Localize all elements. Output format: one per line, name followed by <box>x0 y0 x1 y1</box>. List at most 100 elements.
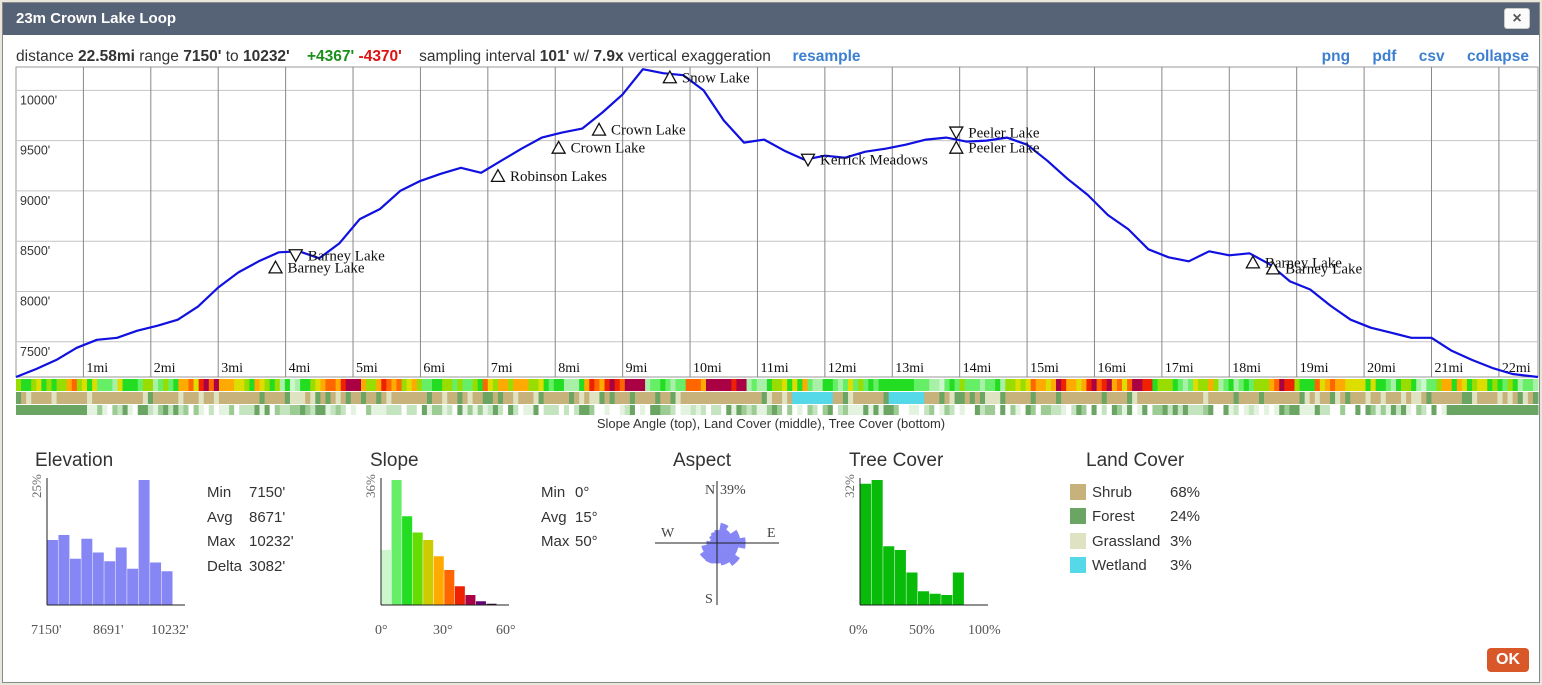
stat-key: Avg <box>207 508 233 526</box>
land-cover-strip-cell <box>208 392 215 404</box>
land-cover-strip-cell <box>741 392 748 404</box>
tree-cover-strip-cell <box>822 405 829 415</box>
slope-strip-cell <box>858 379 864 391</box>
x-tick-label: 15mi <box>1030 361 1059 376</box>
slope-strip-cell <box>903 379 910 391</box>
slope-strip-cell <box>1340 379 1346 391</box>
tree-cover-strip-cell <box>604 405 611 415</box>
ok-button[interactable]: OK <box>1487 648 1529 672</box>
stat-row-min: Min 0° <box>541 481 598 506</box>
elevation-profile-chart[interactable]: 10000' 9500' 9000' 8500' 8000' 7500' 1mi 2mi 3mi… <box>3 3 1541 423</box>
tree-cover-strip-cell <box>614 405 621 415</box>
tree-cover-strip-cell <box>1238 405 1245 415</box>
land-cover-strip-cell <box>87 392 93 404</box>
land-cover-strip-cell <box>254 392 261 404</box>
tree-cover-strip-cell <box>1187 405 1194 415</box>
slope-strip-cell <box>269 379 276 391</box>
land-cover-strip-cell <box>1299 392 1306 404</box>
resample-link[interactable]: resample <box>792 48 861 65</box>
land-cover-strip-cell <box>1198 392 1204 404</box>
tree-cover-strip-cell <box>112 405 118 415</box>
land-cover-strip-cell <box>1304 392 1311 404</box>
slope-strip-cell <box>31 379 37 391</box>
tree-cover-strip-cell <box>1426 405 1432 415</box>
slope-strip-cell <box>1477 379 1483 391</box>
tree-cover-strip-cell <box>1299 405 1306 415</box>
land-cover-strip-cell <box>305 392 311 404</box>
stat-value: 50° <box>575 533 598 550</box>
slope-strip-cell <box>660 379 666 391</box>
elevation-histogram-bar <box>104 561 116 605</box>
land-cover-strip-cell <box>711 392 717 404</box>
tree-cover-strip-cell <box>782 405 788 415</box>
tree-cover-strip-cell <box>680 405 687 415</box>
land-cover-strip-cell <box>391 392 397 404</box>
slope-strip-cell <box>842 379 849 391</box>
slope-strip-cell <box>1162 379 1169 391</box>
tree-cover-strip-cell <box>1451 405 1458 415</box>
slope-strip-cell <box>1228 379 1235 391</box>
slope-histogram-bar <box>454 586 465 605</box>
slope-strip-cell <box>87 379 93 391</box>
land-cover-strip-cell <box>1324 392 1331 404</box>
tree-cover-strip-cell <box>690 405 697 415</box>
pdf-link[interactable]: pdf <box>1372 48 1397 65</box>
tree-cover-strip-cell <box>1142 405 1148 415</box>
land-cover-strip-cell <box>645 392 651 404</box>
tree-cover-strip-cell <box>746 405 753 415</box>
land-cover-strip-cell <box>1522 392 1529 404</box>
png-link[interactable]: png <box>1321 48 1351 65</box>
land-cover-strip-cell <box>147 392 154 404</box>
land-cover-strip-cell <box>822 392 829 404</box>
land-cover-strip-cell <box>604 392 611 404</box>
slope-strip-cell <box>1314 379 1321 391</box>
tree-cover-histogram-bar <box>860 483 872 605</box>
land-cover-strip-cell <box>736 392 742 404</box>
stat-key: Delta <box>207 557 243 575</box>
land-cover-strip-cell <box>650 392 656 404</box>
slope-strip-cell <box>533 379 540 391</box>
tree-cover-strip-cell <box>208 405 215 415</box>
slope-strip-cell <box>432 379 438 391</box>
slope-strip-cell <box>619 379 626 391</box>
elevation-histogram-bar <box>69 558 81 605</box>
profile-summary: distance 22.58mi range 7150' to 10232' +… <box>16 48 861 66</box>
tree-cover-strip-cell <box>1314 405 1321 415</box>
slope-strip-cell <box>736 379 742 391</box>
slope-strip-cell <box>249 379 255 391</box>
tree-cover-strip-cell <box>797 405 803 415</box>
land-cover-strip-cell <box>1335 392 1341 404</box>
tree-cover-strip-cell <box>863 405 869 415</box>
slope-strip-cell <box>817 379 824 391</box>
land-cover-strip-cell <box>269 392 276 404</box>
land-cover-strip-cell <box>969 392 976 404</box>
collapse-link[interactable]: collapse <box>1466 48 1529 65</box>
slope-strip-cell <box>1208 379 1214 391</box>
land-cover-strip-cell <box>437 392 443 404</box>
land-cover-strip-cell <box>1193 392 1199 404</box>
close-button[interactable]: × <box>1504 8 1530 29</box>
land-cover-strip-cell <box>614 392 621 404</box>
land-cover-strip-cell <box>1502 392 1509 404</box>
slope-strip-cell <box>746 379 753 391</box>
tree-cover-strip-cell <box>1264 405 1270 415</box>
tree-cover-strip-cell <box>660 405 666 415</box>
csv-link[interactable]: csv <box>1418 48 1445 65</box>
slope-strip-cell <box>680 379 687 391</box>
slope-xlabel-0: 0° <box>375 623 388 638</box>
slope-strip-cell <box>584 379 590 391</box>
slope-strip-cell <box>726 379 732 391</box>
tree-cover-strip-cell <box>538 405 545 415</box>
aspect-sector <box>716 522 729 544</box>
slope-strip-cell <box>1116 379 1123 391</box>
land-cover-strip-cell <box>1187 392 1194 404</box>
land-cover-strip-cell <box>1045 392 1052 404</box>
land-cover-strip-cell <box>782 392 788 404</box>
slope-strip-cell <box>624 379 631 391</box>
land-cover-strip-cell <box>660 392 666 404</box>
land-cover-strip-cell <box>990 392 996 404</box>
slope-strip-cell <box>705 379 712 391</box>
slope-strip-cell <box>1076 379 1082 391</box>
waypoint-marker <box>490 168 506 183</box>
